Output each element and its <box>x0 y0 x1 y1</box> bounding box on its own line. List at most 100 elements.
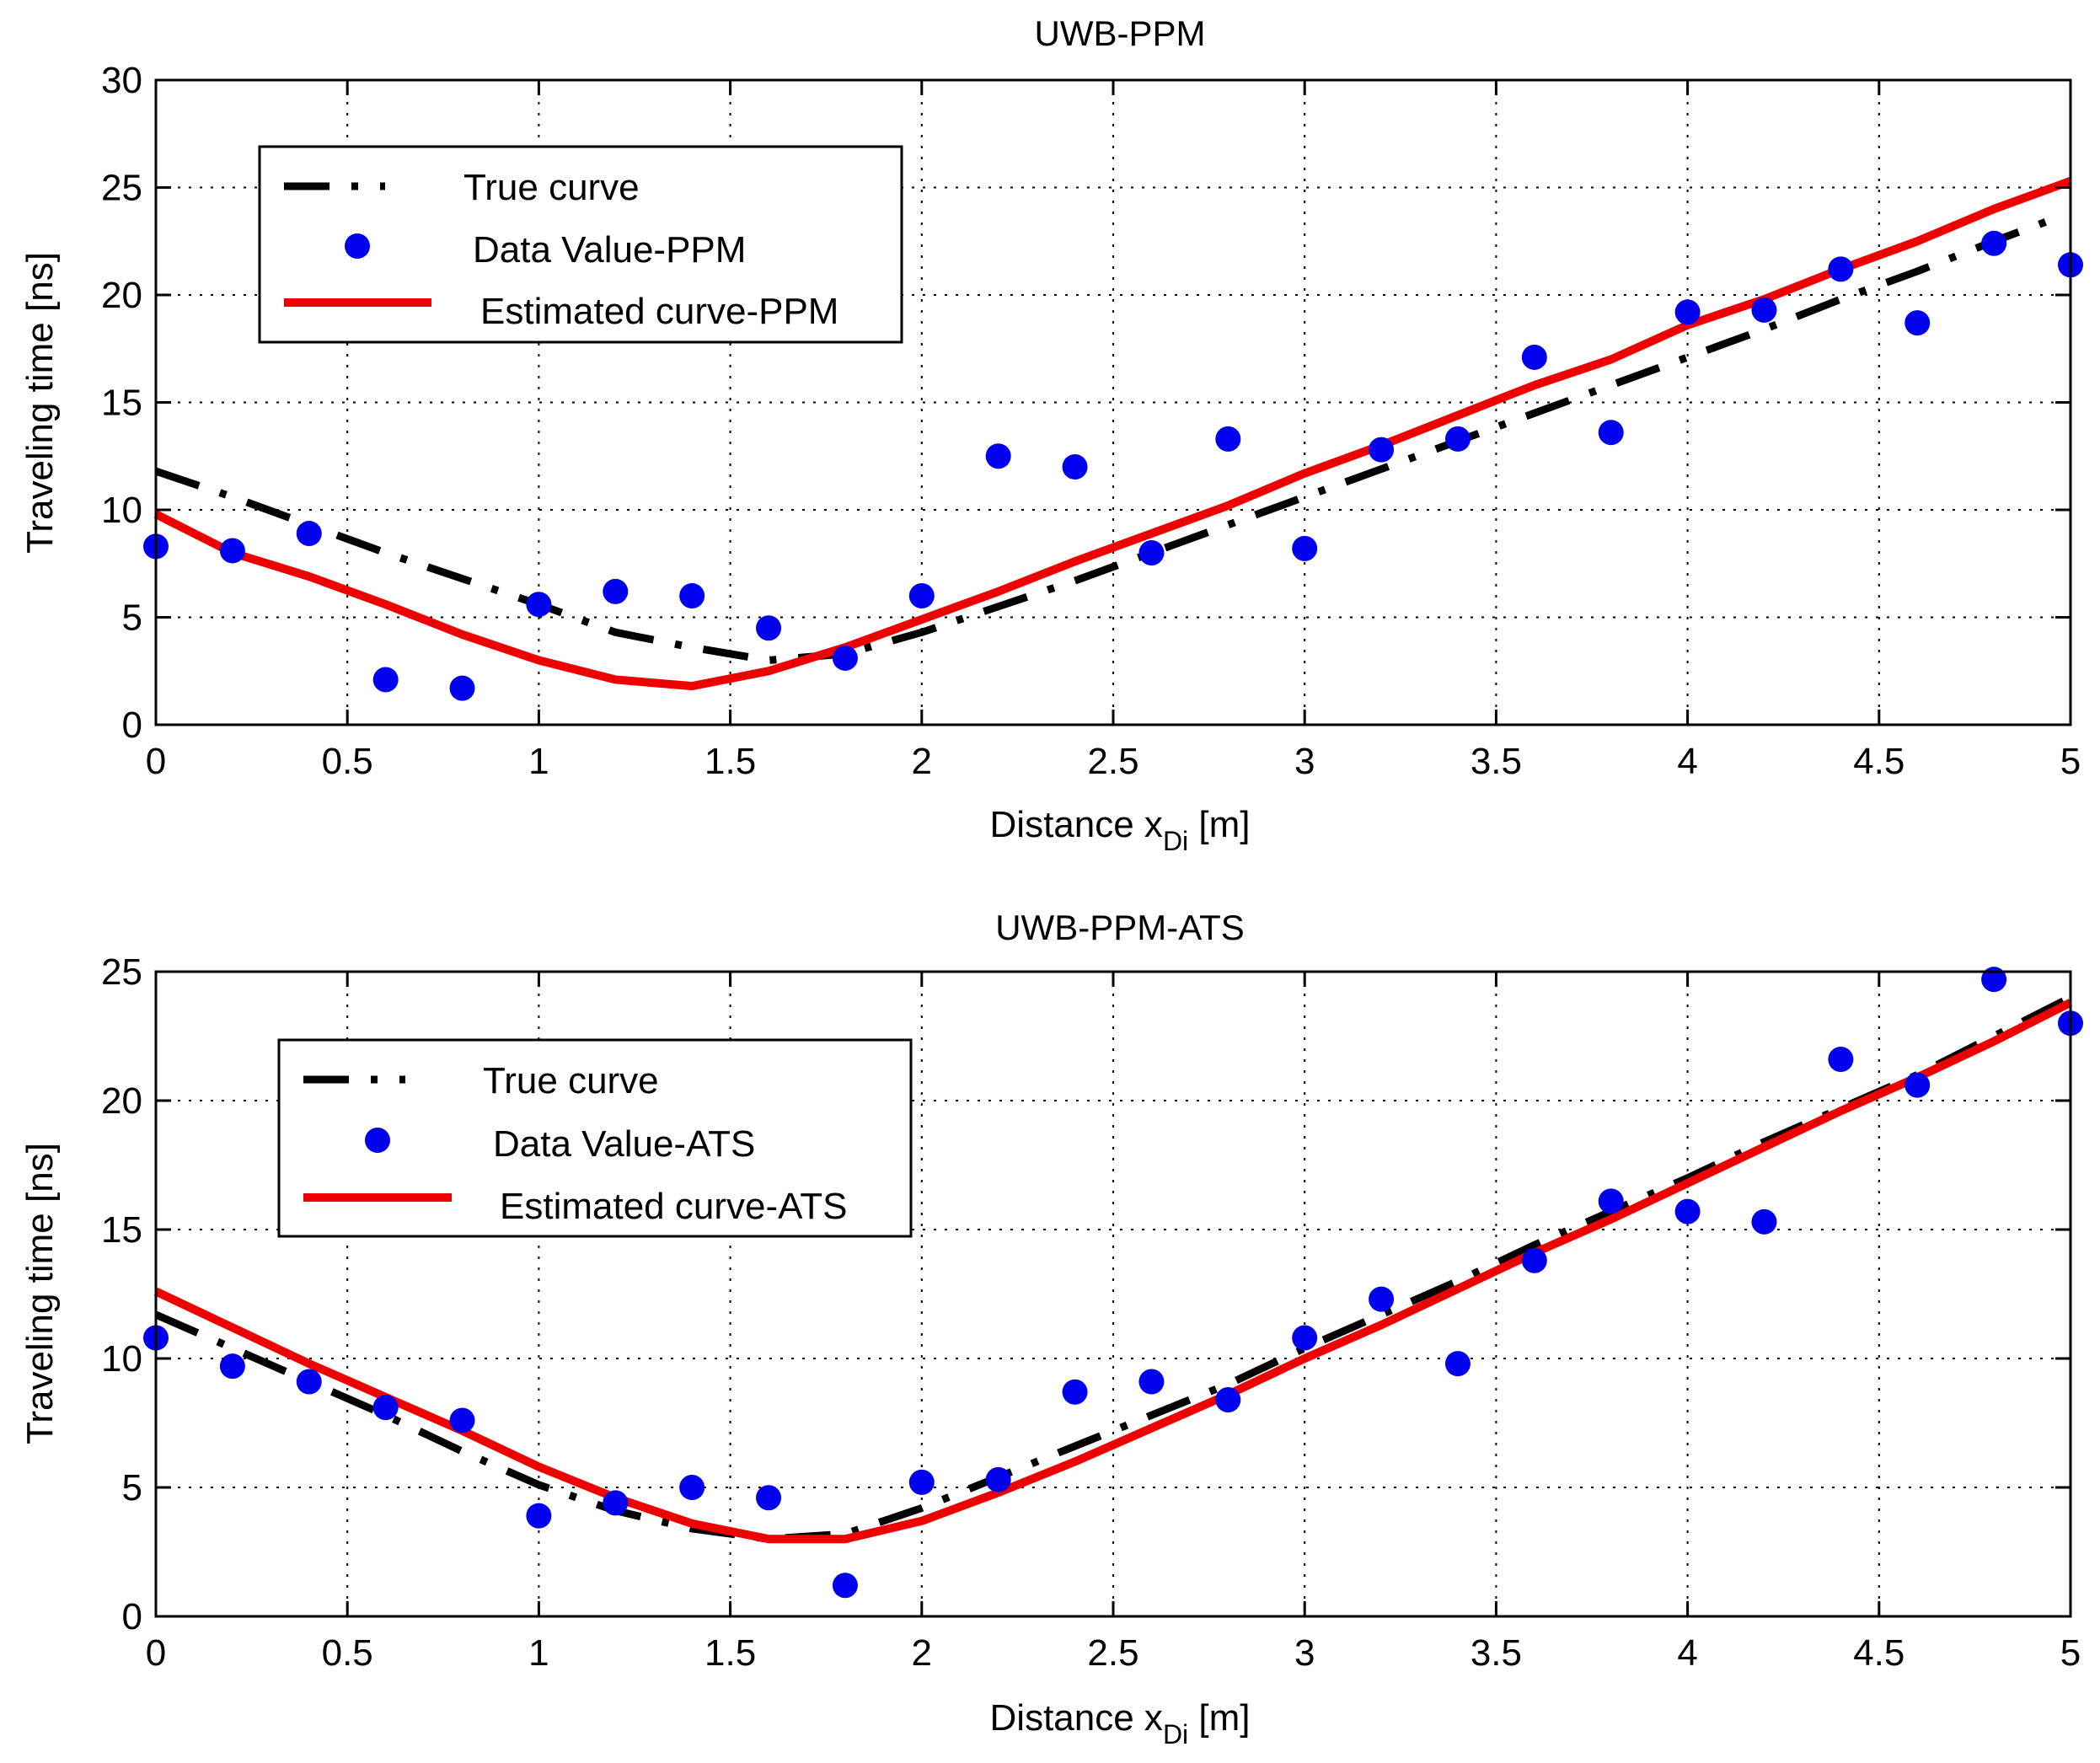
x-tick-label: 4.5 <box>1853 741 1904 782</box>
x-tick-label: 0 <box>146 1632 166 1674</box>
data-point-data-value-ppm <box>1369 437 1395 463</box>
data-point-data-value-ppm <box>1828 256 1854 282</box>
y-tick-label: 15 <box>101 383 142 424</box>
data-point-data-value-ats <box>832 1573 858 1599</box>
data-point-data-value-ppm <box>1292 535 1318 561</box>
x-tick-label: 3.5 <box>1471 741 1522 782</box>
data-point-data-value-ppm <box>1674 299 1701 325</box>
y-axis-label: Traveling time [ns] <box>19 1143 61 1444</box>
data-point-data-value-ppm <box>985 443 1011 469</box>
x-axis-label-subscript: Di <box>1163 1719 1188 1750</box>
data-point-data-value-ats <box>908 1469 935 1495</box>
legend-estimated-curve-label: Estimated curve-PPM <box>480 291 838 332</box>
data-point-data-value-ats <box>985 1466 1011 1492</box>
legend-data-value-label: Data Value-ATS <box>493 1123 755 1165</box>
x-axis-label: Distance xDi [m] <box>990 1697 1251 1750</box>
y-axis-label: Traveling time [ns] <box>19 252 61 554</box>
x-tick-label: 1.5 <box>704 741 756 782</box>
data-point-data-value-ats <box>1828 1047 1854 1073</box>
x-tick-label: 4 <box>1677 741 1697 782</box>
legend: True curve Data Value-ATS Estimated curv… <box>277 1038 913 1238</box>
y-tick-label: 0 <box>122 1596 142 1637</box>
chart-ats: UWB-PPM-ATS 0 0.5 1 1.5 2 2.5 3 3.5 4 4.5 5 0 5 10 15… <box>19 908 2083 1750</box>
y-tick-label: 30 <box>101 60 142 101</box>
legend-true-curve-label: True curve <box>483 1060 659 1101</box>
y-tick-label: 5 <box>122 597 142 639</box>
data-point-data-value-ats <box>449 1407 475 1433</box>
x-tick-label: 2.5 <box>1087 1632 1138 1674</box>
data-point-data-value-ppm <box>832 645 858 671</box>
x-axis-label-main: Distance x <box>990 804 1163 845</box>
data-point-data-value-ppm <box>1521 344 1547 370</box>
data-point-data-value-ats <box>1981 967 2007 993</box>
x-tick-label: 3.5 <box>1471 1632 1522 1674</box>
y-tick-label: 0 <box>122 705 142 746</box>
legend: True curve Data Value-PPM Estimated curv… <box>258 145 903 344</box>
data-point-data-value-ats <box>1598 1188 1624 1214</box>
data-point-data-value-ats <box>1138 1369 1165 1395</box>
data-point-data-value-ppm <box>1751 297 1777 323</box>
x-tick-label: 3 <box>1294 741 1315 782</box>
x-tick-label: 1 <box>528 741 549 782</box>
data-point-data-value-ats <box>1751 1208 1777 1235</box>
data-point-data-value-ppm <box>526 592 552 618</box>
data-point-data-value-ppm <box>372 667 399 693</box>
data-point-data-value-ats <box>679 1475 705 1500</box>
data-point-data-value-ats <box>603 1490 629 1516</box>
data-point-data-value-ats <box>1369 1286 1395 1312</box>
plot-area <box>143 967 2083 1599</box>
x-tick-label: 3 <box>1294 1632 1315 1674</box>
legend-data-value-label: Data Value-PPM <box>473 229 746 271</box>
x-tick-label: 5 <box>2060 741 2081 782</box>
data-point-data-value-ppm <box>219 538 245 564</box>
x-tick-label: 4.5 <box>1853 1632 1904 1674</box>
x-axis-label-unit: [m] <box>1188 1697 1250 1739</box>
y-tick-label: 25 <box>101 951 142 993</box>
y-tick-label: 10 <box>101 1338 142 1380</box>
data-point-data-value-ppm <box>756 615 782 641</box>
x-tick-label: 4 <box>1677 1632 1697 1674</box>
data-point-data-value-ppm <box>908 583 935 608</box>
data-point-data-value-ats <box>1521 1247 1547 1273</box>
chart-title: UWB-PPM <box>1035 13 1206 53</box>
data-point-data-value-ats <box>219 1353 245 1380</box>
data-point-data-value-ats <box>1444 1351 1471 1377</box>
data-point-data-value-ppm <box>1444 426 1471 452</box>
chart-ppm: UWB-PPM 0 0.5 1 1.5 2 2.5 3 3.5 4 4.5 5 0 5 10 15 20 25… <box>19 13 2083 856</box>
x-tick-label: 5 <box>2060 1632 2081 1674</box>
data-point-data-value-ats <box>1062 1379 1088 1405</box>
data-point-data-value-ppm <box>1215 426 1241 452</box>
data-point-data-value-ppm <box>296 521 322 547</box>
data-point-data-value-ats <box>1215 1386 1241 1412</box>
x-tick-label: 1 <box>528 1632 549 1674</box>
legend-estimated-curve-label: Estimated curve-ATS <box>500 1186 847 1227</box>
chart-title: UWB-PPM-ATS <box>995 908 1245 947</box>
series-line-true-curve <box>154 216 2053 664</box>
data-point-data-value-ats <box>1904 1072 1931 1098</box>
data-point-data-value-ppm <box>1981 230 2007 256</box>
y-tick-label: 5 <box>122 1467 142 1508</box>
y-tick-label: 15 <box>101 1209 142 1251</box>
x-tick-label: 0.5 <box>322 741 373 782</box>
x-axis-ticks: 0 0.5 1 1.5 2 2.5 3 3.5 4 4.5 5 <box>146 972 2081 1674</box>
data-point-data-value-ats <box>1674 1198 1701 1224</box>
y-tick-label: 20 <box>101 1080 142 1122</box>
data-point-data-value-ppm <box>449 675 475 701</box>
data-point-data-value-ats <box>756 1485 782 1511</box>
data-point-data-value-ppm <box>1904 310 1931 336</box>
data-point-data-value-ats <box>526 1503 552 1529</box>
x-axis-label-subscript: Di <box>1163 826 1188 856</box>
y-axis-ticks: 0 5 10 15 20 25 <box>101 951 2071 1637</box>
data-point-data-value-ats <box>372 1395 399 1421</box>
y-tick-label: 25 <box>101 168 142 209</box>
legend-data-value-marker <box>345 233 370 259</box>
y-tick-label: 10 <box>101 490 142 531</box>
data-point-data-value-ppm <box>1138 540 1165 565</box>
x-tick-label: 2.5 <box>1087 741 1138 782</box>
series-line-estimated-curve-ppm <box>153 177 2072 691</box>
y-axis-ticks: 0 5 10 15 20 25 30 <box>101 60 2071 746</box>
legend-data-value-marker <box>365 1128 390 1153</box>
data-point-data-value-ats <box>1292 1325 1318 1351</box>
data-point-data-value-ppm <box>603 578 629 604</box>
